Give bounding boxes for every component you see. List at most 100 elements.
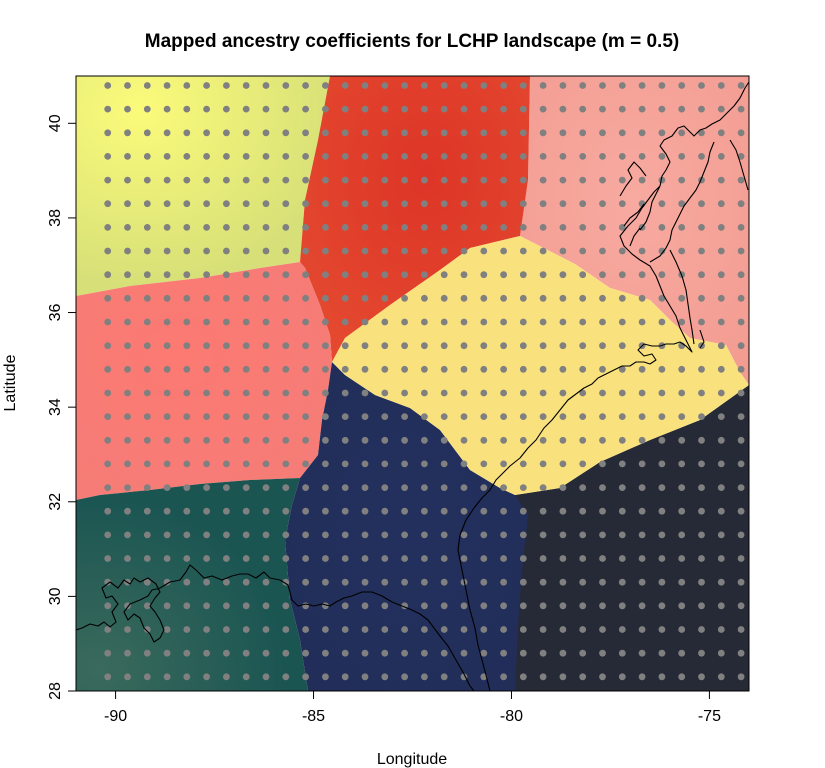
sample-point: [282, 271, 290, 279]
sample-point: [717, 153, 725, 160]
sample-point: [143, 176, 151, 184]
sample-point: [203, 507, 211, 515]
sample-point: [183, 436, 191, 444]
sample-point: [341, 247, 349, 255]
sample-point: [124, 176, 131, 184]
sample-point: [460, 436, 468, 444]
sample-point: [381, 484, 389, 491]
sample-point: [638, 673, 646, 681]
sample-point: [737, 176, 745, 184]
sample-point: [322, 129, 329, 137]
sample-point: [322, 649, 329, 657]
sample-point: [440, 271, 448, 279]
sample-point: [618, 626, 626, 633]
sample-point: [599, 578, 606, 586]
sample-point: [758, 626, 765, 633]
sample-point: [183, 200, 191, 208]
sample-point: [242, 626, 250, 633]
sample-point: [519, 294, 527, 302]
sample-point: [421, 649, 428, 657]
sample-point: [341, 555, 349, 562]
sample-point: [638, 318, 646, 326]
y-tick-label: 34: [47, 398, 64, 416]
sample-point: [183, 176, 191, 184]
sample-point: [302, 82, 309, 89]
sample-point: [322, 413, 329, 420]
sample-point: [203, 176, 211, 184]
sample-point: [262, 105, 270, 113]
sample-point: [618, 200, 626, 208]
sample-point: [678, 531, 686, 539]
sample-point: [341, 176, 349, 184]
sample-point: [163, 673, 171, 681]
sample-point: [638, 271, 646, 279]
sample-point: [361, 105, 369, 113]
sample-point: [559, 531, 567, 539]
sample-point: [262, 460, 270, 468]
sample-point: [282, 389, 290, 397]
sample-point: [322, 318, 329, 326]
x-tick-label: -75: [698, 708, 721, 725]
sample-point: [717, 626, 725, 633]
sample-point: [658, 82, 666, 89]
sample-point: [322, 105, 329, 113]
sample-point: [302, 224, 309, 231]
sample-point: [737, 224, 745, 231]
sample-point: [302, 602, 309, 610]
sample-point: [638, 413, 646, 420]
sample-point: [242, 247, 250, 255]
sample-point: [124, 507, 131, 515]
sample-point: [440, 389, 448, 397]
sample-point: [104, 602, 112, 610]
chesapeake-bay-outline: [619, 139, 749, 349]
sample-point: [599, 673, 606, 681]
sample-point: [262, 649, 270, 657]
sample-point: [539, 105, 547, 113]
sample-point: [500, 247, 507, 255]
sample-point: [480, 176, 488, 184]
sample-point: [203, 673, 211, 681]
sample-point: [638, 578, 646, 586]
sample-point: [717, 436, 725, 444]
sample-point: [302, 484, 309, 491]
sample-point: [401, 531, 408, 539]
sample-point: [282, 602, 290, 610]
sample-point: [519, 649, 527, 657]
sample-point: [480, 105, 488, 113]
sample-point: [163, 365, 171, 373]
sample-point: [124, 460, 131, 468]
sample-point: [361, 649, 369, 657]
sample-point: [223, 626, 230, 633]
sample-point: [262, 271, 270, 279]
sample-point: [262, 484, 270, 491]
sample-point: [223, 176, 230, 184]
sample-point: [401, 507, 408, 515]
sample-point: [539, 153, 547, 160]
sample-point: [460, 649, 468, 657]
sample-point: [282, 555, 290, 562]
sample-point: [163, 578, 171, 586]
sample-point: [440, 555, 448, 562]
sample-point: [223, 200, 230, 208]
chart-title: Mapped ancestry coefficients for LCHP la…: [145, 31, 679, 52]
sample-point: [717, 649, 725, 657]
sample-point: [618, 460, 626, 468]
sample-point: [341, 531, 349, 539]
sample-point: [500, 484, 507, 491]
sample-point: [183, 342, 191, 350]
sample-point: [163, 531, 171, 539]
sample-point: [440, 413, 448, 420]
sample-point: [242, 484, 250, 491]
sample-point: [302, 649, 309, 657]
sample-point: [302, 247, 309, 255]
sample-point: [282, 82, 290, 89]
sample-point: [460, 176, 468, 184]
sample-point: [638, 105, 646, 113]
sample-point: [361, 318, 369, 326]
sample-point: [104, 460, 112, 468]
sample-point: [480, 578, 488, 586]
sample-point: [579, 224, 587, 231]
sample-point: [124, 342, 131, 350]
sample-point: [658, 602, 666, 610]
sample-point: [519, 413, 527, 420]
